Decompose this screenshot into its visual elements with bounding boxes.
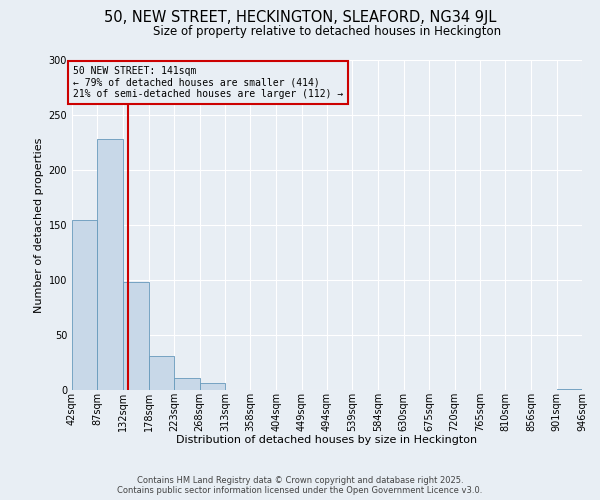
Text: 50 NEW STREET: 141sqm
← 79% of detached houses are smaller (414)
21% of semi-det: 50 NEW STREET: 141sqm ← 79% of detached …	[73, 66, 343, 98]
Bar	[123, 282, 149, 390]
Text: Contains HM Land Registry data © Crown copyright and database right 2025.
Contai: Contains HM Land Registry data © Crown c…	[118, 476, 482, 495]
Bar	[97, 139, 123, 390]
Bar	[149, 356, 174, 390]
X-axis label: Distribution of detached houses by size in Heckington: Distribution of detached houses by size …	[176, 435, 478, 445]
Text: 50, NEW STREET, HECKINGTON, SLEAFORD, NG34 9JL: 50, NEW STREET, HECKINGTON, SLEAFORD, NG…	[104, 10, 496, 25]
Bar	[199, 384, 225, 390]
Y-axis label: Number of detached properties: Number of detached properties	[34, 138, 44, 312]
Bar	[174, 378, 200, 390]
Bar	[557, 389, 582, 390]
Title: Size of property relative to detached houses in Heckington: Size of property relative to detached ho…	[153, 25, 501, 38]
Bar	[72, 220, 97, 390]
